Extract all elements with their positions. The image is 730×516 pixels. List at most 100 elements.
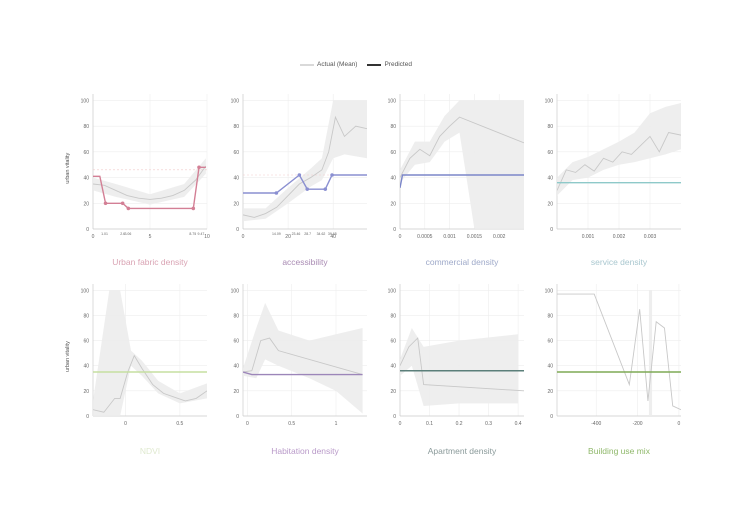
y-tick-label: 100 — [545, 98, 554, 104]
y-tick-label: 80 — [233, 313, 239, 319]
predicted-marker — [191, 206, 196, 211]
actual-series-line — [557, 132, 681, 191]
y-tick-label: 20 — [547, 201, 553, 207]
y-tick-label: 100 — [388, 288, 397, 294]
x-tick-label: 5 — [149, 234, 152, 240]
y-tick-label: 60 — [390, 150, 396, 156]
x-tick-label: 20 — [285, 234, 291, 240]
y-tick-label: 100 — [388, 98, 397, 104]
y-tick-label: 0 — [550, 227, 553, 233]
actual-series-line — [93, 354, 207, 413]
y-tick-label: 60 — [233, 339, 239, 345]
x-tick-label: 0.0005 — [417, 234, 433, 240]
chart-legend: Actual (Mean) Predicted — [300, 61, 412, 68]
chart-panel-1: 0 20 40 60 80 100 0 5 10 1.01 2.6 3.06 8.75 9.47 urban… — [65, 94, 210, 267]
x-tick-label: 0.002 — [613, 234, 626, 240]
confidence-band — [400, 100, 524, 229]
legend-item-actual: Actual (Mean) — [300, 61, 357, 68]
y-tick-label: 100 — [545, 288, 554, 294]
y-tick-label: 80 — [390, 124, 396, 130]
legend-item-predicted: Predicted — [367, 61, 412, 68]
marker-value-label: 1.01 — [101, 232, 108, 236]
x-tick-label: 0.3 — [485, 421, 492, 427]
x-tick-label: 0 — [399, 421, 402, 427]
y-tick-label: 80 — [83, 313, 89, 319]
x-tick-label: 40 — [330, 234, 336, 240]
y-tick-label: 20 — [83, 201, 89, 207]
chart-title: Building use mix — [588, 446, 651, 456]
y-tick-label: 0 — [393, 414, 396, 420]
y-tick-label: 0 — [86, 227, 89, 233]
predicted-marker — [305, 187, 310, 191]
actual-series-line — [557, 293, 681, 411]
predicted-marker — [126, 206, 131, 211]
chart-panel-2: 0 20 40 60 80 100 0 20 40 14.09 23.46 28.7 34.62 39.6… — [231, 94, 367, 267]
marker-value-label: 3.06 — [124, 232, 131, 236]
y-tick-label: 60 — [233, 150, 239, 156]
y-tick-label: 60 — [390, 339, 396, 345]
actual-series-line — [243, 115, 367, 218]
predicted-marker — [323, 187, 328, 191]
y-tick-label: 0 — [550, 414, 553, 420]
y-tick-label: 40 — [547, 364, 553, 370]
y-tick-label: 80 — [83, 124, 89, 130]
y-tick-label: 40 — [233, 364, 239, 370]
x-tick-label: 0 — [399, 234, 402, 240]
y-tick-label: 100 — [231, 98, 240, 104]
x-tick-label: 0.2 — [456, 421, 463, 427]
x-tick-label: 0.5 — [288, 421, 295, 427]
confidence-band — [93, 290, 207, 416]
y-tick-label: 20 — [390, 389, 396, 395]
confidence-band — [557, 103, 681, 196]
y-tick-label: 100 — [81, 288, 90, 294]
x-tick-label: 0.0015 — [467, 234, 483, 240]
marker-value-label: 8.75 — [189, 232, 196, 236]
chart-title: NDVI — [140, 446, 160, 456]
predicted-series-line — [243, 371, 363, 376]
x-tick-label: 0.001 — [443, 234, 456, 240]
x-tick-label: 0.5 — [176, 421, 183, 427]
y-tick-label: 20 — [390, 201, 396, 207]
x-tick-label: 0 — [124, 421, 127, 427]
y-tick-label: 40 — [233, 176, 239, 182]
chart-panel-3: 0 20 40 60 80 100 0 0.0005 0.001 0.0015 0.002 comme… — [388, 94, 524, 267]
y-tick-label: 80 — [233, 124, 239, 130]
y-axis-label: urban vitality — [65, 153, 71, 184]
y-tick-label: 100 — [231, 288, 240, 294]
x-tick-label: 0.1 — [426, 421, 433, 427]
actual-series-line — [243, 337, 363, 375]
legend-label-actual: Actual (Mean) — [317, 61, 358, 68]
y-tick-label: 80 — [547, 124, 553, 130]
confidence-band — [648, 290, 653, 416]
chart-panel-4: 0 20 40 60 80 100 0.001 0.002 0.003 service densi… — [545, 94, 681, 267]
y-tick-label: 100 — [81, 98, 90, 104]
chart-panel-8: 0 20 40 60 80 100 -400 -200 0 Building use mix — [545, 284, 681, 456]
chart-title: Urban fabric density — [112, 257, 188, 267]
y-tick-label: 40 — [83, 364, 89, 370]
actual-series-line — [400, 116, 524, 178]
legend-swatch-actual — [300, 63, 314, 66]
confidence-band — [93, 158, 206, 205]
confidence-band — [243, 302, 363, 414]
x-tick-label: 0 — [242, 234, 245, 240]
y-tick-label: 80 — [390, 313, 396, 319]
marker-value-label: 2.6 — [120, 232, 125, 236]
marker-value-label: 9.47 — [198, 232, 205, 236]
y-tick-label: 0 — [236, 414, 239, 420]
actual-series-line — [93, 165, 207, 200]
legend-swatch-predicted — [367, 63, 382, 66]
y-tick-label: 40 — [390, 176, 396, 182]
legend-label-predicted: Predicted — [384, 61, 412, 68]
x-tick-label: 0.001 — [582, 234, 595, 240]
y-tick-label: 40 — [547, 176, 553, 182]
predicted-marker — [197, 165, 201, 170]
marker-value-label: 39.65 — [328, 232, 337, 236]
marker-value-label: 14.09 — [272, 232, 281, 236]
y-tick-label: 0 — [86, 414, 89, 420]
y-tick-label: 40 — [390, 364, 396, 370]
x-tick-label: 10 — [204, 234, 210, 240]
y-tick-label: 80 — [547, 313, 553, 319]
y-tick-label: 60 — [547, 150, 553, 156]
y-tick-label: 60 — [547, 339, 553, 345]
